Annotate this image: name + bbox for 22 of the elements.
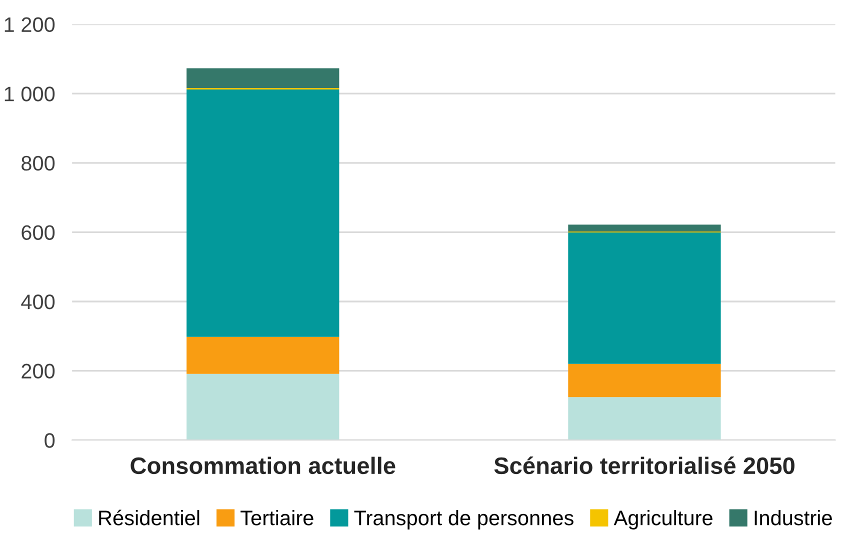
bar: [186, 68, 340, 88]
x-tick-label: Scénario territorialisé 2050: [494, 456, 794, 474]
legend-label: Industrie: [754, 510, 832, 526]
bar: [186, 374, 340, 440]
legend-label: Tertiaire: [240, 510, 314, 526]
bar: [568, 224, 721, 232]
bar: [186, 89, 340, 337]
y-tick-label: 200: [22, 364, 55, 379]
y-tick-label: 0: [44, 433, 55, 448]
bar: [186, 336, 340, 374]
y-tick-label: 400: [21, 294, 55, 310]
y-tick-label: 1 200: [4, 17, 55, 32]
bar: [568, 364, 721, 398]
bar: [568, 397, 721, 440]
y-tick-label: 800: [22, 156, 55, 171]
y-tick-label: 600: [22, 225, 55, 240]
y-tick-label: 1 000: [4, 86, 55, 102]
legend-label: Agriculture: [614, 510, 712, 530]
legend-label: Résidentiel: [99, 510, 200, 526]
legend-label: Transport de personnes: [354, 510, 574, 530]
bar: [568, 232, 721, 364]
x-tick-label: Consommation actuelle: [130, 456, 396, 474]
